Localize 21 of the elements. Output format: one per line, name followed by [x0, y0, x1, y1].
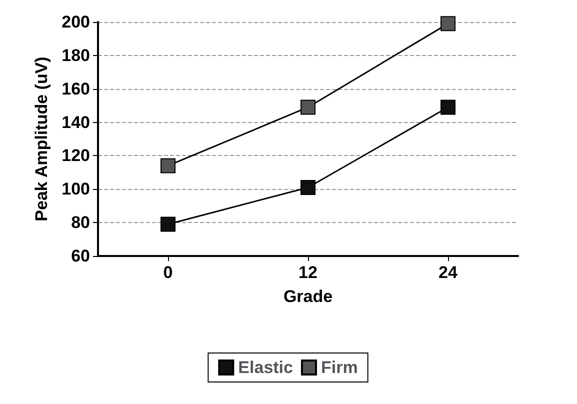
y-axis-title: Peak Amplitude (uV) — [32, 56, 51, 222]
x-tick-label: 24 — [438, 263, 458, 282]
x-axis-title: Grade — [283, 287, 333, 306]
point — [440, 16, 456, 32]
y-tick-label: 180 — [62, 46, 90, 65]
x-tick-label: 12 — [298, 263, 318, 282]
y-tick-label: 80 — [71, 213, 90, 232]
point — [160, 216, 176, 232]
y-tick-label: 140 — [62, 112, 90, 132]
y-tick-label: 200 — [62, 12, 90, 32]
legend-label: Elastic — [238, 358, 293, 377]
point — [300, 100, 316, 115]
point — [440, 100, 456, 115]
x-tick-label: 0 — [163, 263, 173, 282]
y-tick-label: 160 — [62, 79, 90, 98]
legend-label: Firm — [320, 358, 358, 377]
point — [300, 180, 316, 195]
y-tick-label: 120 — [62, 146, 90, 166]
point — [160, 158, 176, 174]
y-tick-label: 60 — [71, 246, 90, 266]
y-tick-label: 100 — [62, 180, 90, 199]
